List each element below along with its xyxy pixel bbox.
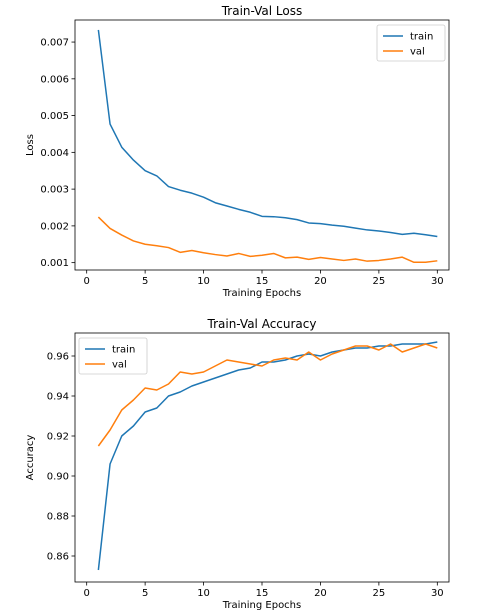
- series-line-train: [97, 341, 438, 571]
- y-tick-label: 0.004: [40, 148, 69, 159]
- legend-label-train: train: [112, 345, 135, 356]
- x-axis-title: Training Epochs: [222, 600, 301, 611]
- y-tick-label: 0.88: [47, 512, 69, 523]
- legend-box: [376, 24, 446, 62]
- x-tick-label: 25: [373, 588, 386, 599]
- y-tick-label: 0.86: [47, 552, 69, 563]
- x-tick-label: 0: [84, 276, 90, 287]
- y-tick-label: 0.92: [47, 432, 69, 443]
- legend-box: [78, 337, 148, 375]
- y-tick-label: 0.003: [40, 185, 69, 196]
- x-tick-label: 5: [142, 588, 148, 599]
- y-tick-label: 0.96: [47, 352, 69, 363]
- y-tick-label: 0.94: [47, 392, 69, 403]
- x-tick-label: 30: [431, 588, 444, 599]
- x-tick-label: 5: [142, 276, 148, 287]
- y-axis-title: Accuracy: [25, 435, 36, 481]
- x-tick-label: 30: [431, 276, 444, 287]
- y-axis-title: Loss: [25, 134, 36, 156]
- legend: train val: [376, 24, 446, 62]
- legend-label-val: val: [410, 47, 425, 58]
- y-tick-label: 0.90: [47, 472, 69, 483]
- x-tick-label: 20: [314, 276, 327, 287]
- chart-2: Train-Val Accuracy 0 5 10 15 20 25 30 0.86 0.88 0.…: [25, 317, 450, 611]
- chart-title: Train-Val Accuracy: [207, 317, 317, 331]
- y-tick-label: 0.002: [40, 221, 69, 232]
- x-tick-label: 15: [256, 276, 269, 287]
- series-line-train: [97, 29, 438, 238]
- x-tick-label: 10: [197, 276, 210, 287]
- x-tick-label: 0: [84, 588, 90, 599]
- x-tick-label: 10: [197, 588, 210, 599]
- x-tick-label: 25: [373, 276, 386, 287]
- legend: train val: [78, 337, 148, 375]
- series-line-val: [97, 343, 438, 447]
- y-tick-label: 0.007: [40, 38, 69, 49]
- y-tick-label: 0.006: [40, 74, 69, 85]
- y-tick-label: 0.005: [40, 111, 69, 122]
- y-tick-label: 0.001: [40, 258, 69, 269]
- legend-label-val: val: [112, 360, 127, 371]
- legend-label-train: train: [410, 32, 433, 43]
- series-line-val: [97, 216, 438, 264]
- chart-1: Train-Val Loss 0 5 10 15 20 25 30 0.001 0.002 0.00…: [25, 4, 450, 299]
- x-tick-label: 20: [314, 588, 327, 599]
- chart-title: Train-Val Loss: [221, 4, 303, 18]
- x-axis-title: Training Epochs: [222, 288, 301, 299]
- x-tick-label: 15: [256, 588, 269, 599]
